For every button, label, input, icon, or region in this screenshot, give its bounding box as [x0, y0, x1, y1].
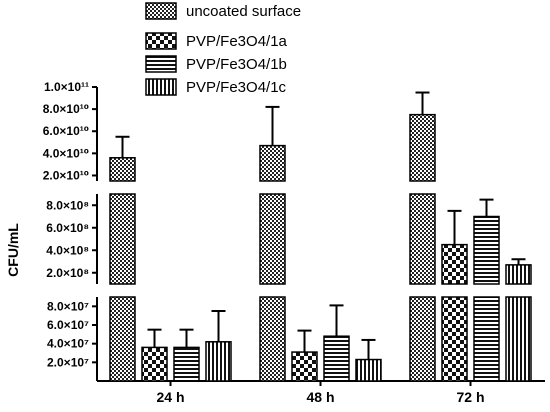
y-tick-label: 4.0×10⁸ [46, 243, 89, 257]
bar-crosshatch [409, 296, 436, 382]
bar-crosshatch [409, 193, 436, 285]
bar-crosshatch [109, 157, 136, 182]
x-category-label: 24 h [156, 389, 184, 405]
legend: uncoated surface PVP/Fe3O4/1a PVP/Fe3O4/1b… [145, 2, 301, 96]
y-tick-label: 2.0×10⁸ [46, 266, 89, 280]
y-tick-label: 6.0×10⁷ [47, 318, 89, 332]
y-tick-label: 6.0×10⁸ [46, 221, 89, 235]
legend-swatch [145, 78, 177, 96]
bar-crosshatch [259, 144, 286, 182]
bars [109, 91, 532, 382]
y-tick-label: 4.0×10⁷ [47, 337, 89, 351]
bar-horizontal-lines [473, 215, 500, 285]
bar-crosshatch [109, 193, 136, 285]
y-tick-label: 2.0×10⁷ [47, 355, 89, 369]
bar-crosshatch [409, 113, 436, 182]
axis-labels: CFU/mL [5, 223, 21, 277]
bar-crosshatch [259, 193, 286, 285]
legend-entry: PVP/Fe3O4/1b [186, 56, 287, 73]
legend-entry: uncoated surface [186, 3, 301, 20]
legend-entry: PVP/Fe3O4/1a [186, 33, 288, 50]
bar-checker [441, 296, 468, 382]
legend-swatch [145, 55, 177, 73]
x-category-label: 72 h [456, 389, 484, 405]
y-tick-label: 1.0×10¹¹ [44, 80, 89, 94]
y-axis-label: CFU/mL [5, 223, 21, 277]
bar-horizontal-lines [473, 296, 500, 382]
bar-vertical-lines [505, 296, 532, 382]
y-tick-label: 8.0×10⁸ [46, 198, 89, 212]
bar-vertical-lines [355, 358, 382, 382]
legend-swatch [145, 2, 177, 20]
bar-horizontal-lines [323, 335, 350, 382]
bar-checker [291, 351, 318, 382]
bar-vertical-lines [505, 264, 532, 285]
bar-horizontal-lines [173, 346, 200, 382]
legend-entry: PVP/Fe3O4/1c [186, 79, 287, 96]
axes: 2.0×10⁷ 4.0×10⁷ 6.0×10⁷ 8.0×10⁷ 2.0×10⁸ 4.0×1… [43, 80, 545, 405]
bar-vertical-lines [205, 341, 232, 382]
legend-swatch [145, 32, 177, 50]
bar-crosshatch [109, 296, 136, 382]
bar-checker [441, 243, 468, 285]
bar-checker [141, 346, 168, 382]
y-tick-label: 6.0×10¹⁰ [43, 124, 89, 138]
y-tick-label: 8.0×10¹⁰ [43, 102, 89, 116]
y-tick-label: 2.0×10¹⁰ [43, 168, 89, 182]
bar-crosshatch [259, 296, 286, 382]
x-category-label: 48 h [306, 389, 334, 405]
y-tick-label: 4.0×10¹⁰ [43, 146, 89, 160]
y-tick-label: 8.0×10⁷ [47, 299, 89, 313]
